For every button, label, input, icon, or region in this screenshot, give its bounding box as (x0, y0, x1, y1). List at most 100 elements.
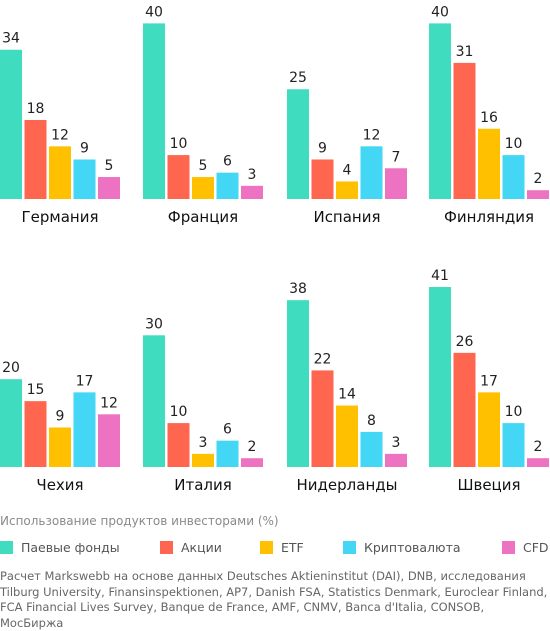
data-label-8-1: 41 (431, 268, 449, 284)
category-label-5: Чехия (36, 476, 83, 494)
bar-6-4 (216, 440, 239, 467)
legend-swatch-etf (260, 541, 273, 554)
legend-label-cfd: CFD (523, 540, 549, 555)
legend-item-etf: ETF (260, 540, 304, 555)
category-label-1: Германия (22, 208, 99, 226)
bar-7-2 (311, 370, 334, 467)
bar-4-1 (429, 23, 451, 199)
category-label-6: Италия (174, 476, 232, 494)
data-label-5-2: 15 (27, 382, 45, 398)
bar-3-1 (287, 89, 309, 199)
data-label-4-1: 40 (431, 4, 449, 20)
bar-8-4 (502, 423, 525, 467)
category-label-7: Нидерланды (297, 476, 398, 494)
bar-6-2 (167, 423, 190, 467)
bar-6-3 (192, 453, 214, 467)
bar-3-5 (385, 168, 407, 199)
data-label-7-5: 3 (392, 435, 401, 451)
bar-2-3 (192, 177, 214, 199)
data-label-3-3: 4 (343, 162, 352, 178)
chart-title: Использование продуктов инвесторами (%) (0, 514, 279, 528)
data-label-1-4: 9 (80, 140, 89, 156)
data-label-6-3: 3 (199, 435, 208, 451)
legend-item-crypto: Криптовалюта (343, 540, 461, 555)
bar-1-1 (0, 49, 22, 200)
category-label-2: Франция (168, 208, 238, 226)
bar-8-1 (429, 287, 451, 467)
data-label-4-5: 2 (534, 171, 543, 187)
data-label-3-4: 12 (363, 127, 381, 143)
data-label-8-2: 26 (456, 334, 474, 350)
data-label-3-2: 9 (318, 140, 327, 156)
data-label-5-3: 9 (56, 408, 65, 424)
data-label-2-3: 5 (199, 158, 208, 174)
bar-5-1 (0, 379, 22, 467)
bar-8-5 (527, 458, 549, 467)
data-label-6-2: 10 (170, 404, 188, 420)
bar-5-2 (24, 401, 47, 467)
data-label-2-2: 10 (170, 136, 188, 152)
category-label-3: Испания (313, 208, 380, 226)
data-label-8-4: 10 (505, 404, 523, 420)
bar-5-5 (98, 414, 120, 467)
data-label-1-2: 18 (27, 101, 45, 117)
data-label-2-4: 6 (223, 154, 232, 170)
data-label-1-1: 34 (2, 31, 20, 47)
bar-2-5 (241, 185, 263, 199)
data-label-5-1: 20 (2, 360, 20, 376)
category-label-8: Швеция (457, 476, 520, 494)
data-label-8-3: 17 (480, 373, 498, 389)
data-label-7-2: 22 (314, 351, 332, 367)
bar-4-5 (527, 190, 549, 199)
bar-8-3 (478, 392, 500, 467)
bar-2-4 (216, 172, 239, 199)
bar-7-5 (385, 453, 407, 467)
data-label-7-4: 8 (367, 413, 376, 429)
bar-1-5 (98, 177, 120, 199)
data-label-8-5: 2 (534, 439, 543, 455)
data-label-1-5: 5 (105, 158, 114, 174)
data-label-4-4: 10 (505, 136, 523, 152)
legend-item-cfd: CFD (502, 540, 549, 555)
bar-8-2 (453, 352, 476, 467)
legend-label-etf: ETF (281, 540, 304, 555)
data-label-2-1: 40 (145, 4, 163, 20)
legend-swatch-stocks (160, 541, 173, 554)
bar-2-2 (167, 155, 190, 199)
legend: Паевые фонды Акции ETF Криптовалюта CFD (0, 540, 550, 560)
bar-3-4 (360, 146, 383, 199)
data-label-3-1: 25 (289, 70, 307, 86)
legend-swatch-crypto (343, 541, 356, 554)
data-label-7-3: 14 (338, 387, 356, 403)
category-label-4: Финляндия (444, 208, 534, 226)
bar-3-2 (311, 159, 334, 199)
data-label-3-5: 7 (392, 149, 401, 165)
data-label-6-5: 2 (248, 439, 257, 455)
bar-6-1 (143, 335, 165, 467)
bar-4-2 (453, 62, 476, 200)
bar-1-4 (73, 159, 96, 199)
bar-7-3 (336, 405, 358, 467)
legend-swatch-cfd (502, 541, 515, 554)
legend-swatch-mutual-funds (0, 541, 13, 554)
bar-2-1 (143, 23, 165, 199)
source-note: Расчет Markswebb на основе данных Deutsc… (0, 569, 548, 630)
data-label-4-3: 16 (480, 110, 498, 126)
data-label-1-3: 12 (51, 127, 69, 143)
bar-7-4 (360, 431, 383, 467)
bar-6-5 (241, 458, 263, 467)
bar-7-1 (287, 300, 309, 467)
bar-5-4 (73, 392, 96, 467)
data-label-5-4: 17 (76, 373, 94, 389)
legend-label-crypto: Криптовалюта (364, 540, 461, 555)
data-label-2-5: 3 (248, 167, 257, 183)
data-label-5-5: 12 (100, 395, 118, 411)
bar-4-4 (502, 155, 525, 199)
legend-item-stocks: Акции (160, 540, 222, 555)
data-label-6-4: 6 (223, 422, 232, 438)
legend-label-stocks: Акции (181, 540, 222, 555)
bar-1-2 (24, 119, 47, 199)
data-label-7-1: 38 (289, 281, 307, 297)
legend-item-mutual-funds: Паевые фонды (0, 540, 120, 555)
